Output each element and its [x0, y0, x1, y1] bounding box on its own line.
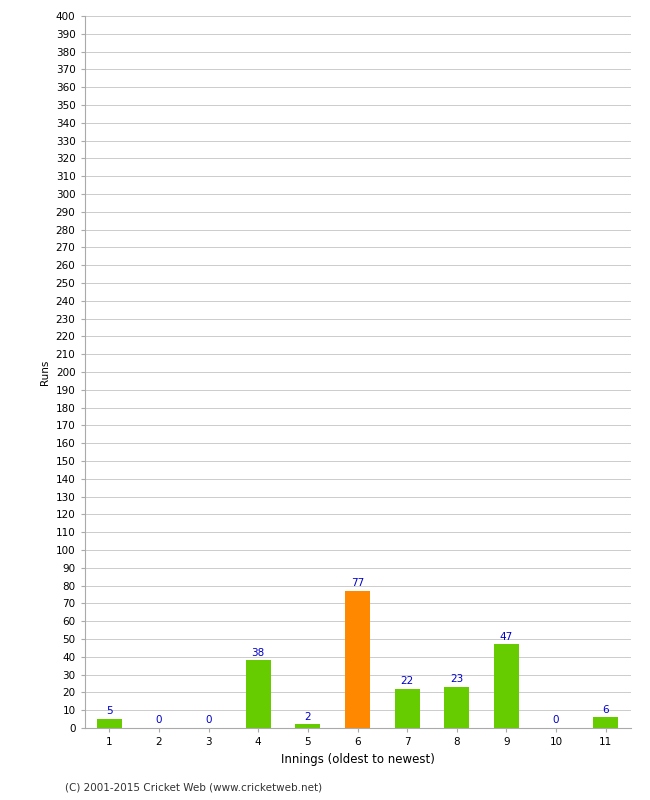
- Bar: [246, 660, 270, 728]
- Y-axis label: Runs: Runs: [40, 359, 50, 385]
- Text: 77: 77: [351, 578, 364, 588]
- Text: 0: 0: [552, 715, 559, 726]
- Text: 6: 6: [603, 705, 609, 714]
- Text: (C) 2001-2015 Cricket Web (www.cricketweb.net): (C) 2001-2015 Cricket Web (www.cricketwe…: [65, 782, 322, 792]
- Bar: [445, 687, 469, 728]
- Text: 0: 0: [156, 715, 162, 726]
- Bar: [296, 725, 320, 728]
- Text: 38: 38: [252, 648, 265, 658]
- Bar: [345, 591, 370, 728]
- Text: 22: 22: [400, 676, 414, 686]
- X-axis label: Innings (oldest to newest): Innings (oldest to newest): [281, 753, 434, 766]
- Bar: [494, 644, 519, 728]
- Bar: [395, 689, 419, 728]
- Text: 2: 2: [305, 712, 311, 722]
- Text: 23: 23: [450, 674, 463, 684]
- Bar: [97, 719, 122, 728]
- Text: 5: 5: [106, 706, 112, 717]
- Text: 47: 47: [500, 632, 513, 642]
- Bar: [593, 718, 618, 728]
- Text: 0: 0: [205, 715, 212, 726]
